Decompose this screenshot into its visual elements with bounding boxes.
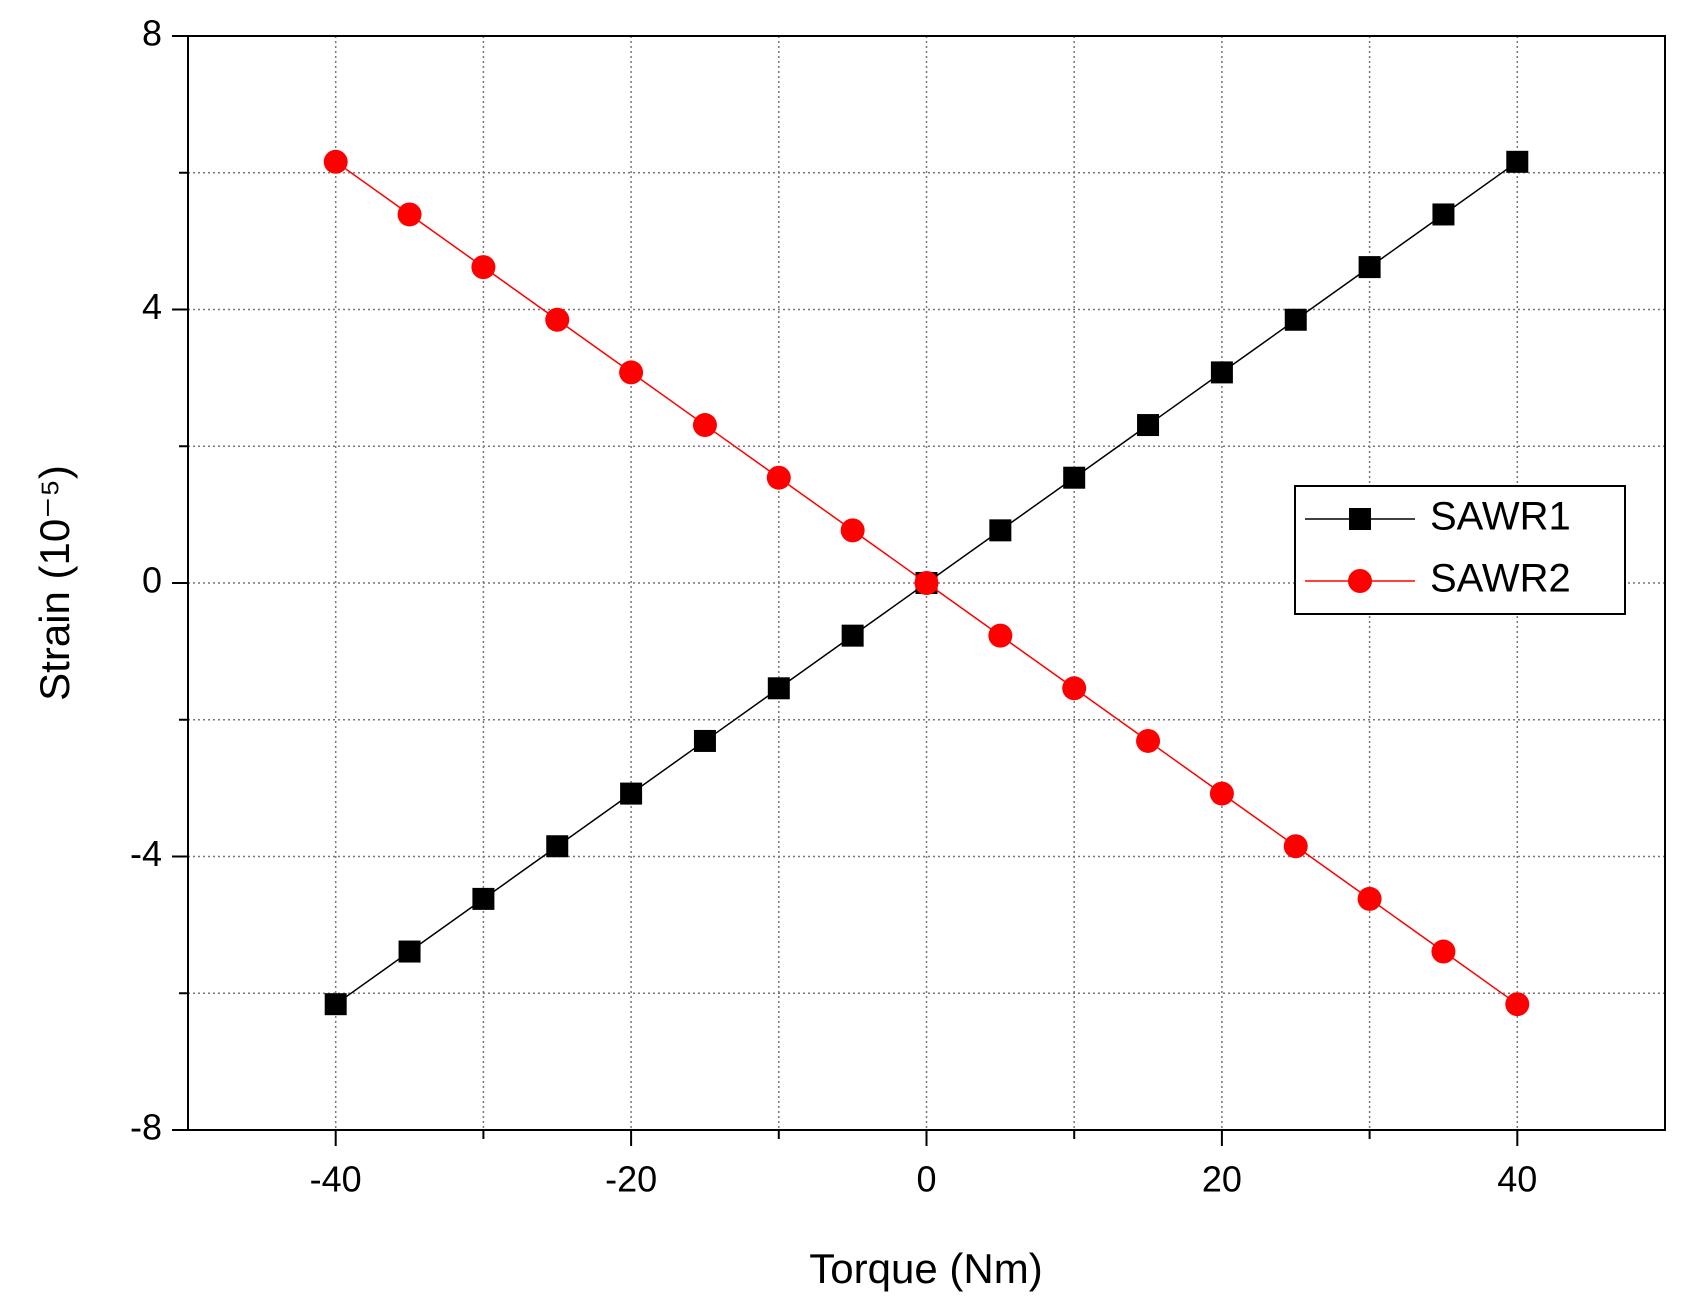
x-tick-label: 20: [1202, 1159, 1242, 1200]
x-tick-label: -40: [310, 1159, 362, 1200]
data-point: [472, 887, 495, 910]
legend-box: [1294, 485, 1626, 615]
legend-marker: [1349, 508, 1371, 530]
data-point: [1506, 150, 1529, 173]
data-point: [1063, 466, 1086, 489]
data-point: [1210, 361, 1233, 384]
data-point: [1209, 781, 1234, 806]
x-axis-label: Torque (Nm): [809, 1245, 1042, 1292]
x-tick-label: -20: [605, 1159, 657, 1200]
data-point: [989, 519, 1012, 542]
data-point: [1137, 414, 1160, 437]
y-tick-label: 8: [142, 13, 162, 54]
data-point: [398, 940, 421, 963]
data-point: [1432, 203, 1455, 226]
x-tick-label: 40: [1497, 1159, 1537, 1200]
data-point: [841, 624, 864, 647]
data-point: [1358, 256, 1381, 279]
data-point: [1431, 939, 1456, 964]
data-point: [767, 677, 790, 700]
data-point: [1136, 728, 1161, 753]
data-point: [693, 729, 716, 752]
data-point: [323, 149, 348, 174]
data-point: [1505, 992, 1530, 1017]
y-tick-label: -8: [130, 1107, 162, 1148]
data-point: [620, 782, 643, 805]
data-point: [840, 518, 865, 543]
data-point: [1284, 308, 1307, 331]
data-point: [1062, 676, 1087, 701]
data-point: [1357, 886, 1382, 911]
data-point: [692, 413, 717, 438]
data-point: [914, 571, 939, 595]
data-point: [546, 835, 569, 858]
y-tick-label: 0: [142, 560, 162, 601]
legend-label: SAWR2: [1430, 557, 1571, 601]
x-tick-label: 0: [916, 1159, 936, 1200]
legend-label: SAWR1: [1430, 495, 1571, 539]
legend-marker: [1348, 569, 1372, 593]
y-tick-label: -4: [130, 833, 162, 874]
data-point: [545, 307, 570, 332]
y-axis-label: Strain (10⁻⁵): [31, 465, 78, 701]
data-point: [766, 465, 791, 490]
data-point: [1283, 834, 1308, 859]
data-point: [324, 993, 347, 1016]
data-point: [619, 360, 644, 385]
data-point: [397, 202, 422, 227]
y-tick-label: 4: [142, 286, 162, 327]
data-point: [471, 255, 496, 280]
data-point: [988, 623, 1013, 648]
